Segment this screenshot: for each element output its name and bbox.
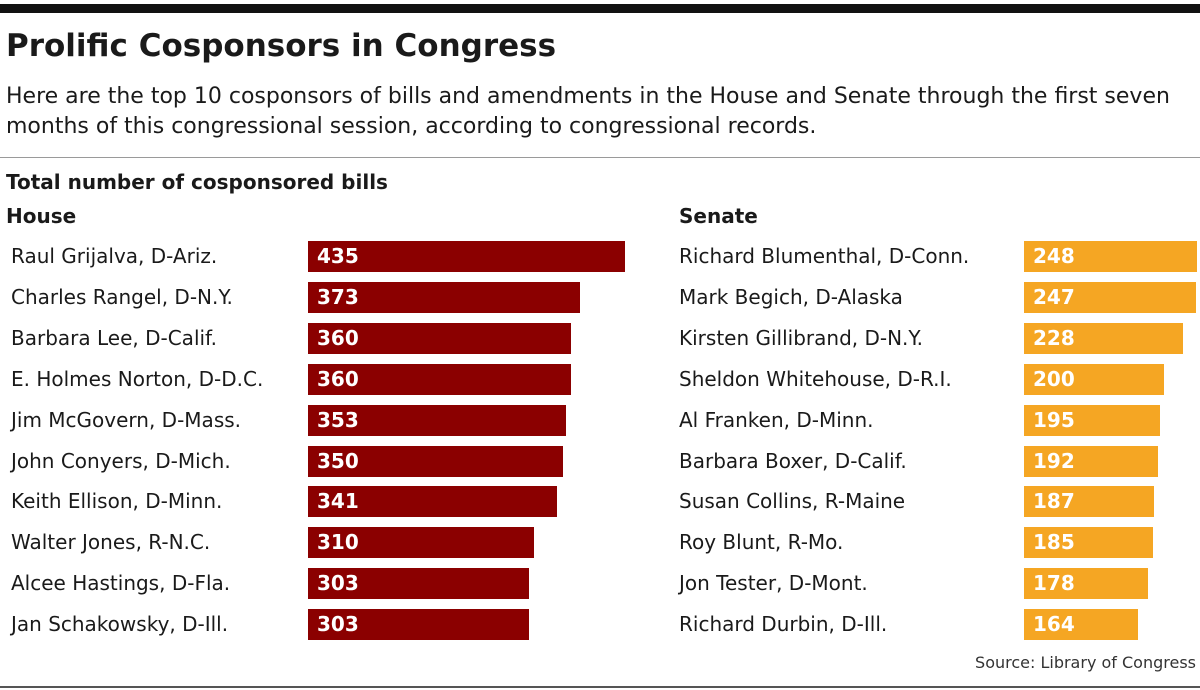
house-bar-label: Jim McGovern, D-Mass.: [11, 408, 242, 432]
senate-bar: [1024, 446, 1158, 477]
house-bar-label: John Conyers, D-Mich.: [11, 449, 231, 473]
top-rule-bar: [0, 4, 1200, 13]
divider-bottom: [0, 686, 1200, 688]
house-bar: [308, 364, 571, 395]
house-bar: [308, 609, 529, 640]
senate-bar-value: 187: [1033, 489, 1075, 513]
house-bar: [308, 323, 571, 354]
senate-bar-label: Richard Durbin, D-Ill.: [679, 612, 888, 636]
house-bar: [308, 446, 563, 477]
house-bar: [308, 282, 580, 313]
house-bar-label: Barbara Lee, D-Calif.: [11, 326, 217, 350]
house-bar: [308, 568, 529, 599]
senate-bar-label: Susan Collins, R-Maine: [679, 489, 906, 513]
senate-bar-value: 248: [1033, 244, 1075, 268]
senate-panel-title: Senate: [679, 204, 758, 228]
senate-bar: [1024, 241, 1197, 272]
house-bar-value: 341: [317, 489, 359, 513]
senate-bar: [1024, 527, 1153, 558]
house-bar-value: 303: [317, 571, 359, 595]
house-bar-label: Raul Grijalva, D-Ariz.: [11, 244, 218, 268]
source-note: Source: Library of Congress: [975, 653, 1196, 672]
house-bar-value: 310: [317, 530, 359, 554]
senate-bar-value: 228: [1033, 326, 1075, 350]
chart-subtitle: Here are the top 10 cosponsors of bills …: [6, 84, 1170, 139]
house-bar-value: 303: [317, 612, 359, 636]
house-bar: [308, 241, 625, 272]
senate-bar-value: 164: [1033, 612, 1075, 636]
senate-bar: [1024, 609, 1138, 640]
house-panel-title: House: [6, 204, 77, 228]
house-bar-value: 373: [317, 285, 359, 309]
house-bar-label: Jan Schakowsky, D-Ill.: [11, 612, 229, 636]
divider-top: [0, 157, 1200, 158]
house-bar: [308, 486, 557, 517]
senate-bar-label: Sheldon Whitehouse, D-R.I.: [679, 367, 952, 391]
senate-bar: [1024, 568, 1148, 599]
chart-title: Prolific Cosponsors in Congress: [6, 28, 557, 64]
house-bar-value: 350: [317, 449, 359, 473]
house-bar-label: Keith Ellison, D-Minn.: [11, 489, 223, 513]
house-bar-label: Alcee Hastings, D-Fla.: [11, 571, 231, 595]
senate-bar-value: 178: [1033, 571, 1075, 595]
house-bar-label: E. Holmes Norton, D-D.C.: [11, 367, 264, 391]
senate-bar: [1024, 282, 1196, 313]
senate-bar: [1024, 405, 1160, 436]
senate-bar-value: 185: [1033, 530, 1075, 554]
senate-bar-value: 192: [1033, 449, 1075, 473]
house-bar-value: 360: [317, 326, 359, 350]
house-bar: [308, 405, 566, 436]
senate-bar-label: Kirsten Gillibrand, D-N.Y.: [679, 326, 923, 350]
house-bar-label: Walter Jones, R-N.C.: [11, 530, 211, 554]
senate-bar: [1024, 323, 1183, 354]
senate-bar-label: Richard Blumenthal, D-Conn.: [679, 244, 970, 268]
senate-bar-label: Roy Blunt, R-Mo.: [679, 530, 844, 554]
house-bar-value: 435: [317, 244, 359, 268]
house-bar-label: Charles Rangel, D-N.Y.: [11, 285, 233, 309]
senate-bar-label: Jon Tester, D-Mont.: [679, 571, 868, 595]
senate-bar-label: Al Franken, D-Minn.: [679, 408, 874, 432]
chart-heading: Total number of cosponsored bills: [6, 170, 388, 194]
senate-bar: [1024, 486, 1154, 517]
house-bar-value: 353: [317, 408, 359, 432]
house-bar: [308, 527, 534, 558]
senate-bar-value: 247: [1033, 285, 1075, 309]
house-bar-value: 360: [317, 367, 359, 391]
senate-bar-value: 195: [1033, 408, 1075, 432]
senate-bar-value: 200: [1033, 367, 1075, 391]
senate-bar-label: Barbara Boxer, D-Calif.: [679, 449, 907, 473]
senate-bar: [1024, 364, 1164, 395]
senate-bar-label: Mark Begich, D-Alaska: [679, 285, 903, 309]
